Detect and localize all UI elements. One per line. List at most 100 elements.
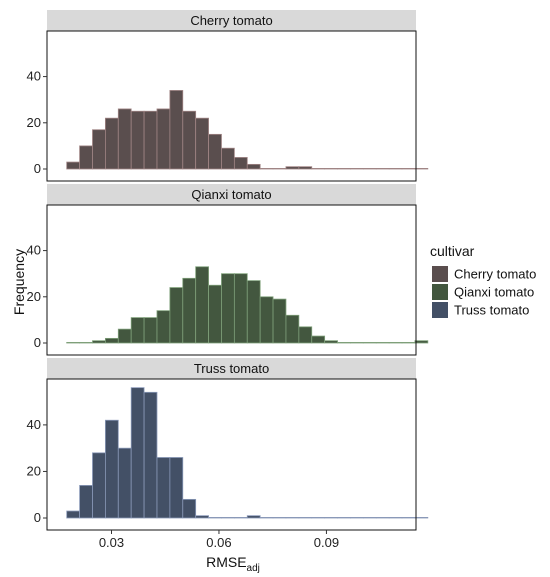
- histogram-bar: [233, 157, 248, 170]
- histogram-bar: [79, 485, 93, 519]
- x-tick-label: 0.09: [314, 535, 339, 550]
- histogram-bar: [401, 517, 416, 519]
- histogram-bar: [221, 273, 235, 344]
- histogram-bar: [208, 133, 222, 170]
- legend: cultivar Cherry tomato Qianxi tomato Truss…: [430, 243, 536, 318]
- x-tick-label: 0.03: [99, 535, 124, 550]
- histogram-bar: [285, 314, 300, 344]
- histogram-bar: [182, 277, 197, 344]
- x-axis-title-main: RMSE: [206, 554, 246, 570]
- histogram-bar: [324, 340, 338, 344]
- histogram-bar: [401, 167, 416, 170]
- panel-strip: [47, 10, 416, 31]
- histogram-bar: [156, 108, 171, 170]
- histogram-bar: [143, 391, 158, 519]
- histogram-bar: [208, 284, 222, 344]
- panel-2: Truss tomato 0 20 40: [27, 358, 429, 531]
- histogram-bar: [311, 167, 326, 170]
- histogram-bar: [362, 167, 377, 170]
- histogram-bar: [272, 517, 287, 519]
- histogram-bar: [169, 287, 184, 344]
- histogram-bar: [233, 517, 248, 519]
- histogram-bar: [143, 317, 158, 344]
- histogram-bar: [388, 341, 403, 344]
- histogram-bar: [362, 517, 377, 519]
- y-tick-label: 20: [27, 463, 41, 478]
- histogram-bar: [195, 266, 209, 344]
- y-tick-label: 0: [34, 335, 41, 350]
- histogram-bar: [66, 161, 81, 170]
- histogram-bar: [311, 335, 326, 344]
- histogram-bar: [156, 457, 171, 519]
- panel-strip-label: Truss tomato: [194, 361, 269, 376]
- histogram-bar: [272, 298, 287, 344]
- histogram-bar: [195, 117, 209, 170]
- histogram-bar: [324, 517, 338, 519]
- panel-border: [46, 30, 417, 182]
- histogram-bar: [324, 167, 338, 170]
- histogram-bar: [259, 296, 274, 344]
- histogram-bar: [298, 326, 313, 344]
- legend-label: Truss tomato: [454, 303, 529, 318]
- histogram-bar: [246, 163, 261, 170]
- histogram-bar: [388, 517, 403, 519]
- histogram-bar: [66, 341, 81, 344]
- histogram-bar: [182, 498, 197, 519]
- histogram-bar: [221, 517, 235, 519]
- histogram-bar: [92, 340, 106, 344]
- x-axis-title-subscript: adj: [247, 563, 260, 574]
- legend-swatch: [432, 302, 448, 318]
- panel-strip-label: Qianxi tomato: [191, 187, 271, 202]
- x-axis: 0.03 0.06 0.09: [99, 530, 339, 550]
- y-tick-label: 40: [27, 69, 41, 84]
- histogram-bar: [169, 457, 184, 519]
- histogram-bar: [208, 517, 222, 519]
- histogram-bar: [337, 517, 351, 519]
- histogram-bar: [117, 108, 132, 170]
- histogram-bar: [375, 167, 390, 170]
- histogram-bar: [66, 510, 81, 519]
- histogram-bar: [246, 280, 261, 344]
- histogram-bar: [285, 517, 300, 519]
- histogram-bar: [414, 517, 429, 519]
- x-tick-label: 0.06: [206, 535, 231, 550]
- histogram-bar: [350, 341, 364, 344]
- histogram-bar: [375, 517, 390, 519]
- histogram-bar: [350, 167, 364, 170]
- histogram-bar: [414, 340, 429, 344]
- histogram-bar: [130, 317, 145, 344]
- legend-label: Cherry tomato: [454, 267, 536, 282]
- y-axis-title: Frequency: [11, 249, 27, 315]
- histogram-bar: [104, 337, 119, 344]
- histogram-bar: [92, 452, 106, 519]
- histogram-bar: [130, 387, 145, 519]
- histogram-bar: [401, 341, 416, 344]
- histogram-bar: [156, 310, 171, 344]
- histogram-bar: [221, 147, 235, 170]
- y-tick-label: 40: [27, 243, 41, 258]
- panel-strip-label: Cherry tomato: [190, 13, 272, 28]
- histogram-bar: [375, 341, 390, 344]
- panel-1: Qianxi tomato 0 20 40: [27, 184, 429, 356]
- histogram-bar: [169, 90, 184, 170]
- y-tick-label: 0: [34, 510, 41, 525]
- histogram-bar: [298, 517, 313, 519]
- histogram-bar: [233, 273, 248, 344]
- y-tick-label: 20: [27, 115, 41, 130]
- histogram-bar: [79, 341, 93, 344]
- histogram-bar: [246, 515, 261, 519]
- histogram-bar: [117, 328, 132, 344]
- legend-label: Qianxi tomato: [454, 285, 534, 300]
- histogram-bar: [104, 419, 119, 519]
- histogram-bar: [92, 129, 106, 170]
- histogram-bar: [182, 110, 197, 170]
- histogram-bar: [298, 166, 313, 170]
- panel-strip: [47, 358, 416, 379]
- legend-swatch: [432, 284, 448, 300]
- histogram-bar: [414, 167, 429, 170]
- legend-items: Cherry tomato Qianxi tomato Truss tomato: [432, 266, 536, 318]
- histogram-bar: [272, 167, 287, 170]
- histogram-bar: [117, 447, 132, 519]
- facet-panels: Cherry tomato 0 20 40 Qianxi tomato 0 20 40 Trus…: [27, 10, 429, 531]
